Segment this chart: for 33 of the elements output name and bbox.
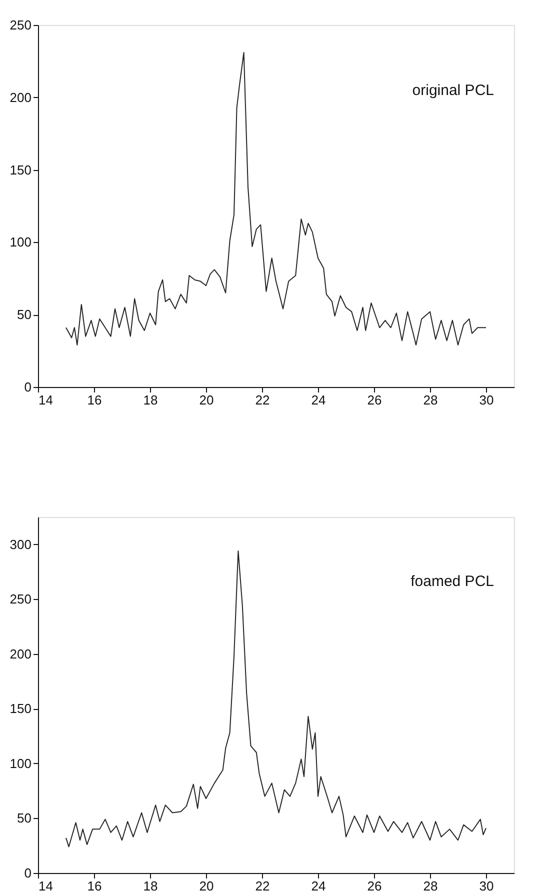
x-tick-label: 24 <box>311 878 326 893</box>
x-tick-label: 20 <box>199 878 214 893</box>
x-tick-label: 24 <box>311 392 326 408</box>
y-tick-label: 50 <box>17 810 32 826</box>
x-tick-label: 18 <box>143 392 158 408</box>
y-tick-label: 200 <box>10 646 32 662</box>
y-tick-label: 100 <box>10 756 32 771</box>
y-tick-label: 50 <box>17 307 32 322</box>
x-tick-label: 30 <box>479 878 494 893</box>
y-tick-label: 250 <box>10 18 32 32</box>
y-tick-label: 300 <box>10 536 32 552</box>
annotation: original PCL <box>412 82 494 100</box>
x-tick-label: 16 <box>87 392 102 408</box>
y-tick-label: 150 <box>10 701 32 716</box>
y-tick-label: 100 <box>10 234 32 250</box>
x-tick-label: 20 <box>199 392 214 408</box>
x-tick-label: 14 <box>38 878 53 893</box>
y-tick-label: 0 <box>24 866 32 880</box>
x-tick-label: 30 <box>479 392 494 408</box>
y-tick-label: 150 <box>10 162 32 178</box>
y-tick-label: 0 <box>24 380 32 394</box>
y-tick-label: 250 <box>10 592 32 607</box>
x-tick-label: 26 <box>367 878 382 893</box>
x-tick-label: 18 <box>143 878 158 893</box>
x-tick-label: 26 <box>367 392 382 408</box>
x-tick-label: 22 <box>255 392 270 408</box>
x-tick-label: 28 <box>423 392 438 408</box>
y-tick-label: 200 <box>10 90 32 105</box>
x-tick-label: 22 <box>255 878 270 893</box>
x-tick-label: 16 <box>87 878 102 893</box>
x-tick-label: 28 <box>423 878 438 893</box>
annotation: foamed PCL <box>410 573 494 590</box>
x-tick-label: 14 <box>38 392 53 408</box>
